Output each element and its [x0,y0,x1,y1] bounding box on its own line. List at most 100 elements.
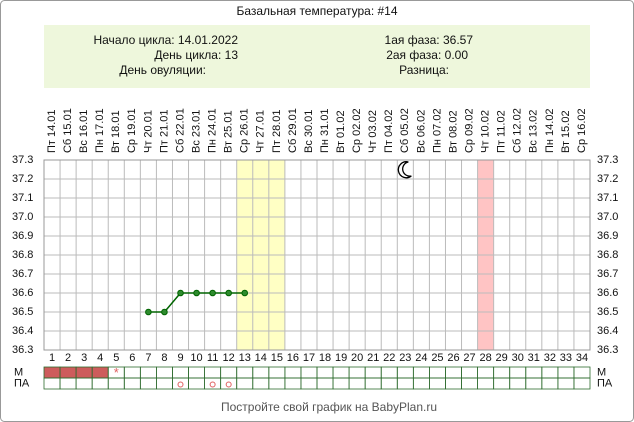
pa-mark [225,381,232,388]
date-label: Ср 16.02 [576,108,588,153]
date-label: Вт 01.02 [335,110,347,153]
row-label: М [14,366,23,378]
x-tick-label: 33 [560,352,572,364]
temperature-point [177,289,184,297]
y-tick-label: 36.4 [12,325,33,337]
menstruation-cell [92,367,109,378]
date-label: Ср 02.02 [351,108,363,153]
y-tick-label-right: 36.4 [597,325,618,337]
date-label: Вт 08.02 [447,110,459,153]
date-label: Ср 26.01 [239,108,251,153]
temperature-point [225,289,232,297]
temperature-point [161,308,168,316]
y-tick-label: 37.2 [12,173,33,185]
date-label: Вс 16.01 [78,110,90,153]
y-tick-label: 37.3 [12,154,33,166]
x-tick-label: 10 [190,352,202,364]
info-left: День овуляции: [119,63,206,77]
plot-border [43,159,591,351]
row-cell [573,377,591,390]
x-tick-label: 5 [113,352,119,364]
date-label: Пт 14.01 [46,109,58,153]
x-tick-label: 22 [383,352,395,364]
chart-title: Базальная температура: #14 [236,4,397,18]
x-tick-label: 8 [161,352,167,364]
menstruation-cell [76,367,93,378]
x-tick-label: 32 [544,352,556,364]
date-label: Ср 09.02 [463,108,475,153]
y-tick-label-right: 37.2 [597,173,618,185]
y-tick-label: 36.7 [12,268,33,280]
y-tick-label: 36.3 [12,344,33,356]
footer: Постройте свой график на BabyPlan.ru [221,400,437,414]
info-left: Начало цикла: 14.01.2022 [93,33,238,47]
x-tick-label: 18 [319,352,331,364]
y-tick-label: 37.1 [12,192,33,204]
x-tick-label: 20 [351,352,363,364]
pa-mark [177,381,184,388]
y-tick-label: 36.9 [12,230,33,242]
y-tick-label-right: 37.0 [597,211,618,223]
date-label: Пт 21.01 [158,109,170,153]
temperature-point [209,289,216,297]
x-tick-label: 15 [271,352,283,364]
temperature-point [241,289,249,297]
x-tick-label: 7 [145,352,151,364]
date-label: Сб 05.02 [399,108,411,153]
x-tick-label: 26 [447,352,459,364]
date-label: Чт 03.02 [367,110,379,153]
date-label: Пт 28.01 [271,109,283,153]
x-tick-label: 23 [399,352,411,364]
spotting-mark: * [114,365,119,380]
date-label: Пн 07.02 [431,108,443,153]
info-right: 2ая фаза: 0.00 [386,48,468,62]
date-label: Вс 23.01 [190,110,202,153]
y-tick-label: 36.5 [12,306,33,318]
x-tick-label: 4 [97,352,103,364]
x-tick-label: 2 [65,352,71,364]
date-label: Вт 18.01 [110,110,122,153]
x-tick-label: 13 [239,352,251,364]
row-label: ПА [14,377,30,389]
date-label: Вс 06.02 [415,110,427,153]
info-box [44,25,590,88]
x-tick-label: 3 [81,352,87,364]
y-tick-label-right: 36.6 [597,287,618,299]
temperature-point [193,289,200,297]
info-right: Разница: [399,63,449,77]
date-label: Пн 17.01 [94,108,106,153]
x-tick-label: 1 [49,352,55,364]
x-tick-label: 16 [287,352,299,364]
x-tick-label: 17 [303,352,315,364]
date-label: Вт 25.01 [223,110,235,153]
y-tick-label-right: 36.9 [597,230,618,242]
y-tick-label-right: 37.3 [597,154,618,166]
x-tick-label: 25 [431,352,443,364]
date-label: Пн 24.01 [207,108,219,153]
y-tick-label-right: 36.7 [597,268,618,280]
y-tick-label: 36.8 [12,249,33,261]
y-tick-label: 37.0 [12,211,33,223]
info-right: 1ая фаза: 36.57 [385,33,474,47]
date-label: Ср 19.01 [126,108,138,153]
date-label: Сб 22.01 [174,108,186,153]
date-label: Пт 11.02 [496,110,508,153]
date-label: Сб 12.02 [512,108,524,153]
x-tick-label: 6 [129,352,135,364]
row-label-right: ПА [597,377,613,389]
menstruation-cell [44,367,61,378]
y-tick-label-right: 36.5 [597,306,618,318]
x-tick-label: 14 [255,352,267,364]
pa-mark [209,381,216,388]
date-label: Чт 27.01 [255,110,267,153]
date-label: Пн 14.02 [544,108,556,153]
x-tick-label: 28 [479,352,491,364]
x-tick-label: 34 [576,352,588,364]
x-tick-label: 27 [463,352,475,364]
y-tick-label-right: 36.8 [597,249,618,261]
date-label: Сб 29.01 [287,108,299,153]
info-left: День цикла: 13 [154,48,238,62]
x-tick-label: 31 [528,352,540,364]
date-label: Сб 15.01 [62,108,74,153]
